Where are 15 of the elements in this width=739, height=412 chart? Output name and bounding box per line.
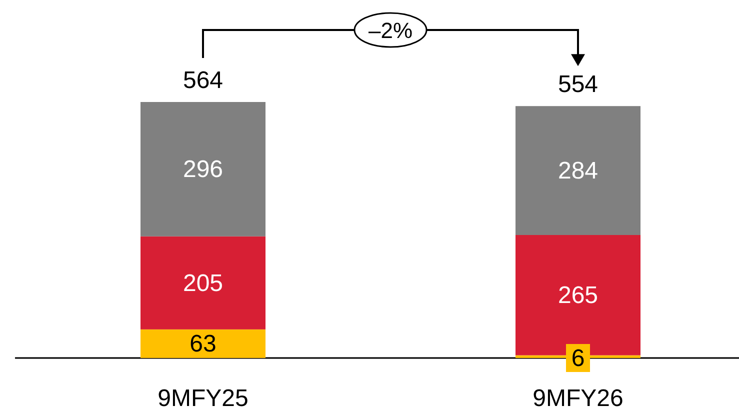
text: –2% xyxy=(368,18,413,43)
data-label: 284 xyxy=(558,158,598,185)
x-tick-label: 9MFY26 xyxy=(532,385,624,412)
bar xyxy=(140,329,266,358)
x-tick-label: 9MFY25 xyxy=(158,385,248,412)
data-label: 296 xyxy=(182,156,224,184)
data-label: 205 xyxy=(182,270,224,297)
bar xyxy=(516,106,640,235)
total-label: 564 xyxy=(182,67,224,94)
data-label: 6 xyxy=(571,345,585,372)
total-label: 554 xyxy=(558,71,598,98)
data-label: 63 xyxy=(190,330,216,358)
data-label: 265 xyxy=(558,282,598,310)
bar xyxy=(140,102,266,236)
bar xyxy=(140,236,266,330)
